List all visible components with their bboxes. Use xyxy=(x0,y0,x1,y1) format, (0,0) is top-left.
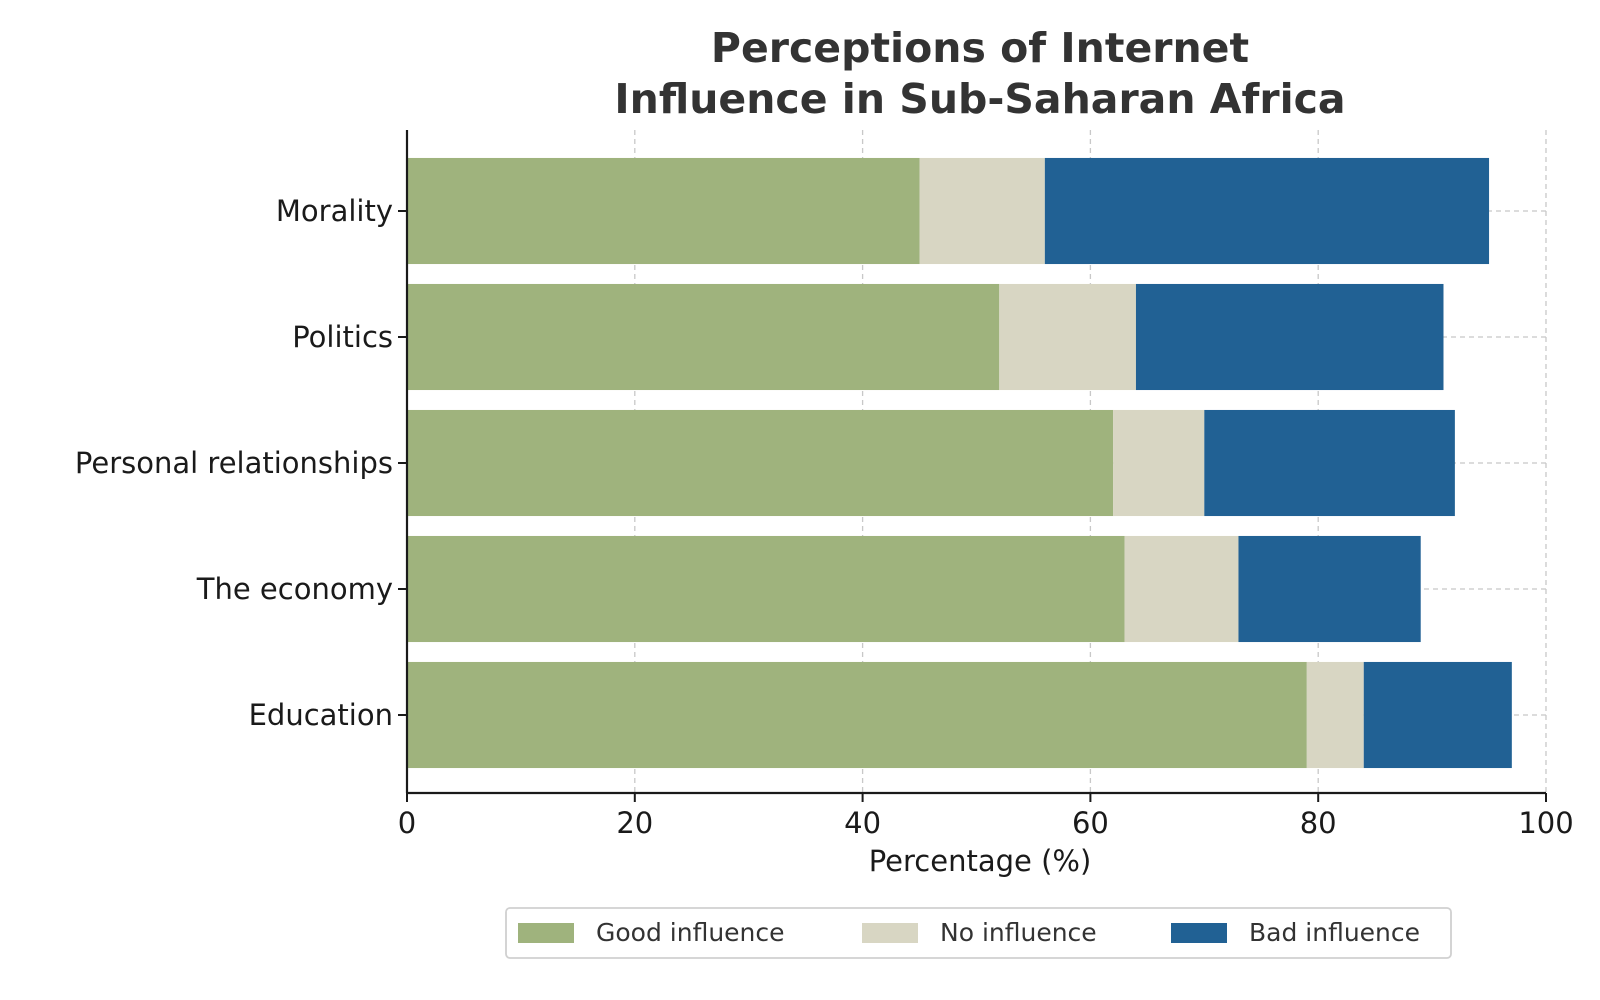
bar-personal-relationships-good-influence xyxy=(407,409,1114,517)
axes xyxy=(398,130,1547,802)
chart-title-line-1: Perceptions of Internet xyxy=(711,24,1249,72)
x-tick-label-0: 0 xyxy=(398,806,416,840)
legend-swatch-good-influence xyxy=(518,923,574,943)
legend-label-no-influence: No influence xyxy=(940,918,1097,947)
x-tick-label-2: 40 xyxy=(844,806,881,840)
bar-personal-relationships-bad-influence xyxy=(1204,409,1455,517)
legend-label-bad-influence: Bad influence xyxy=(1249,918,1420,947)
y-tick-label-morality: Morality xyxy=(276,194,393,228)
y-tick-label-personal-relationships: Personal relationships xyxy=(75,446,393,480)
bar-the-economy-no-influence xyxy=(1124,535,1239,643)
y-tick-label-education: Education xyxy=(249,698,393,732)
x-tick-label-5: 100 xyxy=(1518,806,1573,840)
chart-title-line-2: Influence in Sub-Saharan Africa xyxy=(614,75,1345,123)
x-axis-label: Percentage (%) xyxy=(869,844,1092,878)
bars xyxy=(407,157,1512,769)
tick-labels: 0 20 40 60 80 100 Morality Politics Personal rel… xyxy=(75,194,1574,840)
bar-morality-bad-influence xyxy=(1044,157,1490,265)
bar-education-good-influence xyxy=(407,661,1307,769)
bar-education-bad-influence xyxy=(1363,661,1512,769)
bar-morality-no-influence xyxy=(919,157,1045,265)
x-tick-label-4: 80 xyxy=(1300,806,1337,840)
bar-personal-relationships-no-influence xyxy=(1113,409,1205,517)
bar-politics-bad-influence xyxy=(1135,283,1444,391)
x-tick-label-3: 60 xyxy=(1072,806,1109,840)
bar-education-no-influence xyxy=(1306,661,1364,769)
legend-label-good-influence: Good influence xyxy=(596,918,785,947)
y-tick-label-the-economy: The economy xyxy=(196,572,393,606)
legend-swatch-bad-influence xyxy=(1171,923,1227,943)
bar-politics-good-influence xyxy=(407,283,1000,391)
y-tick-label-politics: Politics xyxy=(292,320,393,354)
bar-the-economy-good-influence xyxy=(407,535,1125,643)
legend-box xyxy=(505,907,1452,959)
legend: Good influence No influence Bad influence xyxy=(505,907,1452,959)
legend-swatch-no-influence xyxy=(862,923,918,943)
bar-the-economy-bad-influence xyxy=(1238,535,1421,643)
bar-politics-no-influence xyxy=(999,283,1136,391)
x-tick-label-1: 20 xyxy=(616,806,653,840)
bar-morality-good-influence xyxy=(407,157,920,265)
